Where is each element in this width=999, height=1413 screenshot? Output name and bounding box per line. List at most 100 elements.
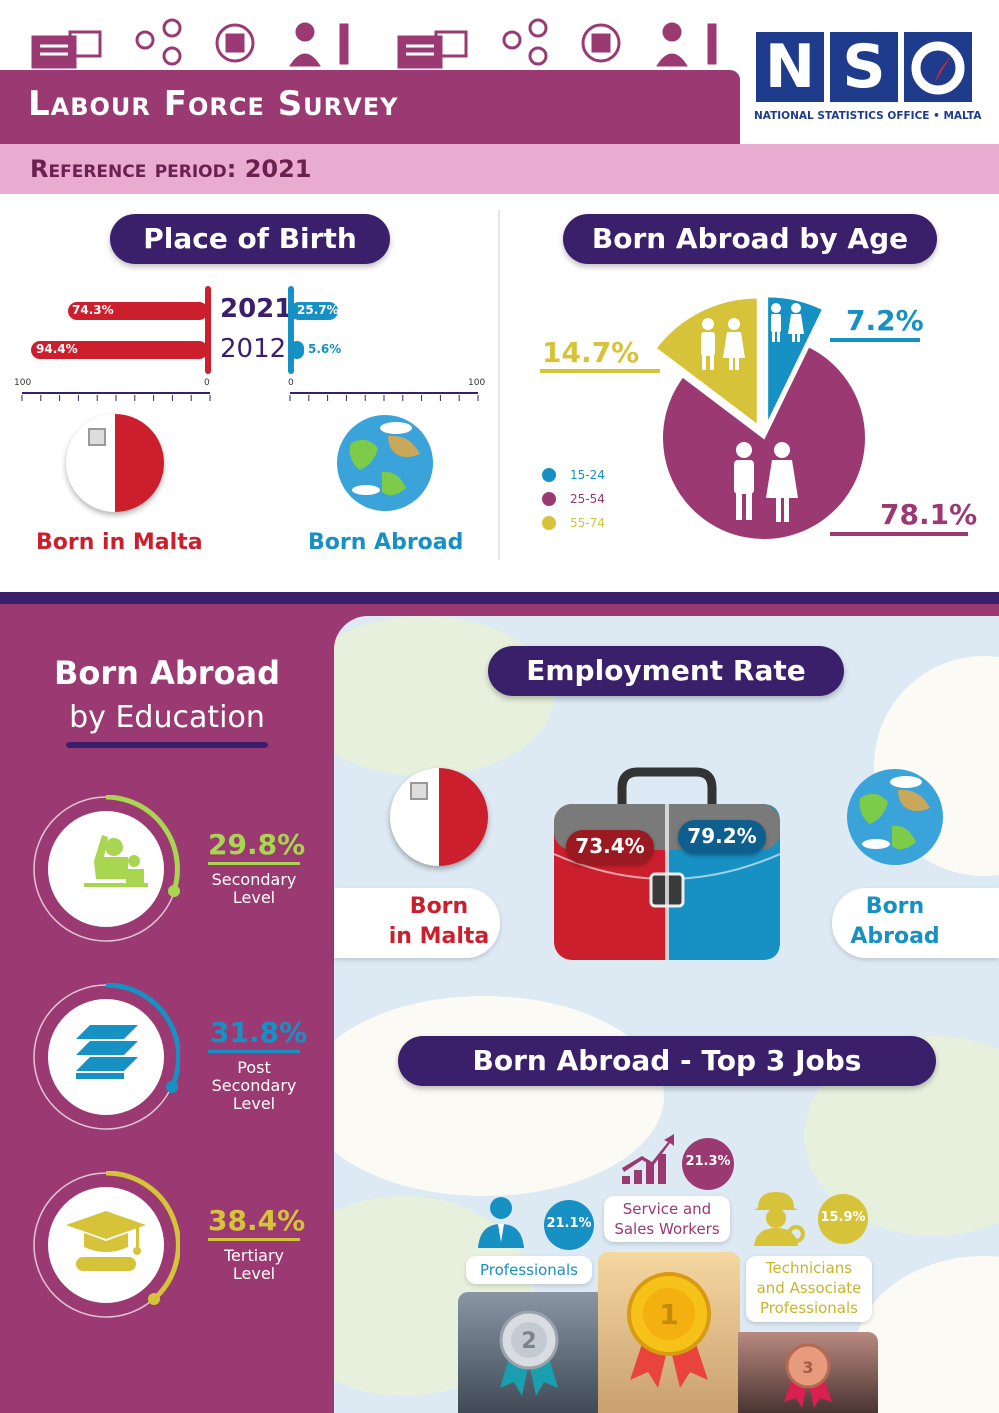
employment-abroad-value: 79.2% — [687, 824, 757, 848]
abroad-bar-2012-label: 5.6% — [308, 342, 342, 356]
second-job-card — [466, 1256, 592, 1284]
title-banner: Labour Force Survey — [0, 70, 740, 144]
malta-axis-cap — [205, 286, 211, 374]
first-job-card — [604, 1196, 730, 1242]
silver-medal-icon: 2 — [494, 1308, 564, 1398]
tertiary-level-ring — [32, 1170, 181, 1319]
born-abroad-label: Born Abroad — [308, 530, 464, 555]
post-secondary-level-value: 31.8% — [210, 1016, 308, 1049]
third-job-line3: Professionals — [760, 1299, 858, 1317]
gold-medal-icon: 1 — [624, 1270, 714, 1390]
pie-slice-15-24 — [766, 295, 825, 425]
year-2012: 2012 — [220, 334, 287, 364]
employment-malta-line1: Born — [409, 894, 469, 919]
employment-malta-line2: in Malta — [388, 924, 490, 949]
malta-bar-2021-label: 74.3% — [72, 303, 114, 317]
year-2021: 2021 — [220, 294, 293, 324]
globe-icon — [336, 414, 434, 512]
first-job-value: 21.3% — [685, 1154, 731, 1169]
place-of-birth-title: Place of Birth — [110, 214, 390, 264]
age-pie-chart — [640, 278, 890, 548]
axis-right-0: 0 — [288, 378, 294, 388]
legend-label-15-24: 15-24 — [570, 468, 605, 482]
technician-icon — [750, 1188, 806, 1248]
axis-left-100: 100 — [14, 378, 32, 388]
abroad-axis — [290, 392, 478, 394]
secondary-level-line2: Level — [232, 888, 276, 907]
bronze-medal-icon: 3 — [780, 1342, 836, 1408]
malta-bar-2021 — [68, 302, 208, 320]
education-title-underline — [66, 742, 268, 748]
legend-swatch-15-24 — [542, 468, 556, 482]
pie-label-55-74: 14.7% — [542, 336, 640, 369]
employment-globe-icon — [846, 768, 944, 866]
pie-label-15-24: 7.2% — [846, 304, 924, 337]
post-secondary-level-line3: Level — [232, 1094, 276, 1113]
logo-letter-o — [904, 32, 972, 102]
abroad-bar-2021 — [290, 302, 339, 320]
malta-bar-2012-label: 94.4% — [36, 342, 78, 356]
nso-logo: N S NATIONAL STATISTICS OFFICE • MALTA — [742, 24, 982, 134]
third-job-value: 15.9% — [820, 1210, 866, 1225]
post-secondary-level-underline — [208, 1050, 300, 1053]
post-secondary-level-line1: Post — [237, 1058, 271, 1077]
abroad-bar-2012 — [290, 341, 304, 359]
growth-chart-icon — [620, 1132, 676, 1186]
post-secondary-level-line2: Secondary — [211, 1076, 297, 1095]
legend-label-55-74: 55-74 — [570, 516, 605, 530]
logo-caption: NATIONAL STATISTICS OFFICE • MALTA — [754, 110, 982, 122]
header-icons — [0, 0, 740, 70]
axis-ticks — [0, 388, 500, 401]
pie-label-25-54: 78.1% — [880, 498, 978, 531]
tertiary-level-line2: Level — [232, 1264, 276, 1283]
employment-malta-value-pill — [566, 830, 654, 864]
employment-abroad-line1: Born — [865, 894, 925, 919]
legend-swatch-25-54 — [542, 492, 556, 506]
page-title: Labour Force Survey — [28, 84, 399, 124]
pie-slice-25-54 — [661, 344, 867, 541]
employment-malta-value: 73.4% — [575, 834, 645, 858]
secondary-level-underline — [208, 862, 300, 865]
pie-leader-25-54 — [830, 532, 968, 536]
axis-left-0: 0 — [204, 378, 210, 388]
reference-bar: Reference period: 2021 — [0, 144, 999, 194]
reference-period: Reference period: 2021 — [30, 155, 312, 183]
second-job-value: 21.1% — [546, 1216, 592, 1231]
born-in-malta-label: Born in Malta — [36, 530, 203, 555]
malta-axis — [22, 392, 210, 394]
pie-leader-55-74 — [540, 369, 660, 373]
first-job-value-circle — [682, 1138, 734, 1190]
section-divider — [498, 210, 500, 560]
bottom-divider — [0, 592, 999, 604]
malta-flag-icon — [66, 414, 164, 512]
employment-malta-flag-icon — [390, 768, 488, 866]
tertiary-level-value: 38.4% — [208, 1204, 306, 1237]
secondary-level-line1: Secondary — [211, 870, 297, 889]
tertiary-level-line1: Tertiary — [223, 1246, 285, 1265]
professional-person-icon — [476, 1194, 526, 1250]
age-legend: 15-24 25-54 55-74 — [542, 466, 642, 536]
abroad-axis-cap — [288, 286, 294, 374]
pie-leader-15-24 — [830, 338, 920, 342]
post-secondary-level-ring — [32, 982, 181, 1131]
first-job-line1: Service and — [622, 1200, 712, 1218]
second-job-line1: Professionals — [480, 1261, 578, 1279]
top-jobs-title: Born Abroad - Top 3 Jobs — [398, 1036, 936, 1086]
first-job-line2: Sales Workers — [614, 1220, 720, 1238]
education-title-line1: Born Abroad — [53, 654, 280, 692]
third-job-card — [746, 1256, 872, 1322]
legend-label-25-54: 25-54 — [570, 492, 605, 506]
legend-swatch-55-74 — [542, 516, 556, 530]
logo-letter-s: S — [830, 32, 898, 102]
employment-abroad-line2: Abroad — [850, 924, 940, 949]
secondary-level-value: 29.8% — [208, 828, 306, 861]
logo-letter-n: N — [756, 32, 824, 102]
people-icon — [701, 303, 804, 522]
employment-abroad-value-pill — [678, 820, 766, 854]
third-job-line2: and Associate — [756, 1279, 862, 1297]
third-job-line1: Technicians — [765, 1259, 853, 1277]
education-panel — [0, 604, 334, 1413]
employment-rate-title: Employment Rate — [488, 646, 844, 696]
tertiary-level-underline — [208, 1238, 300, 1241]
gold-medal-rank: 1 — [659, 1298, 678, 1331]
